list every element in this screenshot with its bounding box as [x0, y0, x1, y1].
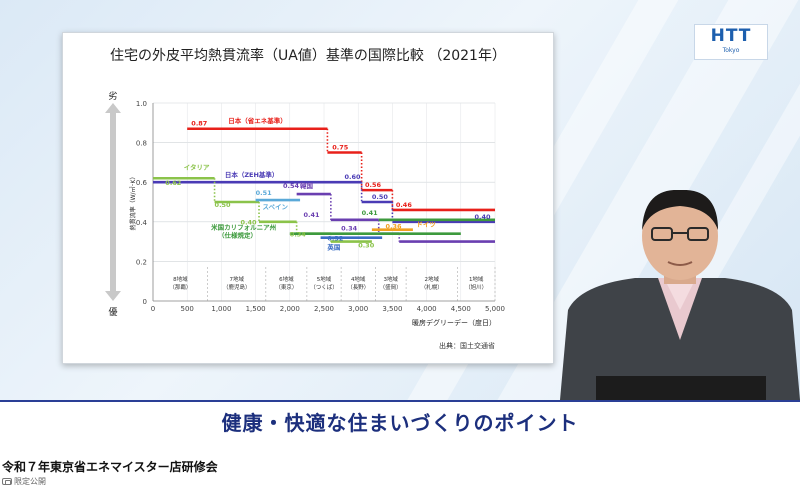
data-label: 0.50 — [215, 201, 232, 209]
y-tick-label: 0.6 — [136, 179, 148, 187]
video-title[interactable]: 令和７年東京省エネマイスター店研修会 — [2, 460, 218, 474]
data-label: 0.32 — [327, 235, 343, 243]
region-label: 1地域 — [469, 275, 484, 283]
link-icon — [2, 478, 12, 485]
region-sub-label: （長野） — [347, 283, 369, 291]
logo-main-text: HTT — [710, 26, 752, 46]
data-label: 韓国 — [300, 181, 314, 190]
y-arrow-down — [105, 291, 121, 301]
y-axis-label: 熱貫流率（W/㎡･K） — [129, 174, 137, 231]
visibility-badge: 限定公開 — [2, 476, 46, 487]
data-label: 0.36 — [386, 223, 403, 231]
x-tick-label: 500 — [181, 305, 194, 313]
data-label: 0.41 — [303, 211, 320, 219]
y-bottom-label: 優 — [108, 306, 117, 318]
x-axis-label: 暖房デグリーデー（度日） — [412, 318, 496, 327]
x-tick-label: 0 — [151, 305, 155, 313]
region-sub-label: （盛岡） — [380, 283, 402, 291]
y-tick-label: 1.0 — [136, 100, 147, 108]
presenter-image — [560, 190, 800, 400]
data-label: 0.40 — [241, 219, 258, 227]
data-label: ドイツ — [416, 221, 436, 229]
x-tick-label: 4,500 — [451, 305, 471, 313]
region-sub-label: （東京） — [275, 283, 297, 291]
region-label: 5地域 — [317, 275, 332, 283]
visibility-label: 限定公開 — [14, 477, 46, 486]
region-sub-label: （つくば） — [310, 283, 338, 291]
x-tick-label: 2,500 — [314, 305, 334, 313]
region-label: 2地域 — [424, 275, 439, 283]
data-label: 0.75 — [332, 144, 349, 152]
video-player[interactable]: 住宅の外皮平均熱貫流率（UA値）基準の国際比較 （2021年） 0 0.2 0.4 0… — [0, 0, 800, 400]
data-label: 0.51 — [256, 189, 273, 197]
data-label: 0.62 — [165, 179, 181, 187]
region-sub-label: （那覇） — [169, 283, 191, 291]
data-label: （仕様規定） — [218, 231, 257, 240]
x-tick-label: 1,500 — [246, 305, 266, 313]
x-tick-label: 4,000 — [417, 305, 437, 313]
data-label: 日本（省エネ基準） — [228, 116, 286, 125]
region-label: 8地域 — [173, 275, 188, 283]
region-sub-label: （旭川） — [465, 283, 487, 291]
data-label: 0.60 — [345, 173, 362, 181]
slide-source: 出典：国土交通省 — [439, 342, 495, 350]
data-label: 0.40 — [474, 213, 491, 221]
region-label: 6地域 — [279, 275, 294, 283]
htt-logo: HTT Tokyo — [694, 24, 768, 60]
presentation-slide: 住宅の外皮平均熱貫流率（UA値）基準の国際比較 （2021年） 0 0.2 0.4 0… — [62, 32, 554, 364]
x-tick-label: 5,000 — [485, 305, 505, 313]
data-label: イタリア — [184, 162, 210, 171]
data-label: 米国カリフォルニア州 — [211, 223, 276, 232]
y-tick-label: 0.2 — [136, 258, 147, 266]
data-label: 0.34 — [341, 225, 358, 233]
region-sub-label: （札幌） — [421, 283, 443, 291]
data-label: 日本（ZEH基準） — [225, 170, 279, 179]
data-label: スペイン — [262, 203, 288, 211]
data-label: 0.50 — [372, 193, 389, 201]
data-label: 0.41 — [362, 209, 379, 217]
x-tick-label: 3,000 — [348, 305, 368, 313]
ua-value-chart: 0 0.2 0.4 0.6 0.8 1.0 0 500 1,000 1,500 2,000 2,500… — [105, 90, 505, 327]
data-label: 0.46 — [396, 201, 413, 209]
data-label: 0.30 — [358, 242, 375, 250]
region-label: 7地域 — [230, 275, 245, 283]
caption-text: 健康・快適な住まいづくりのポイント — [221, 411, 579, 435]
x-tick-label: 2,000 — [280, 305, 300, 313]
y-tick-label: 0.8 — [136, 140, 147, 148]
data-label: 0.54 — [283, 182, 300, 190]
region-sub-label: （鹿児島） — [223, 283, 251, 291]
x-tick-label: 3,500 — [382, 305, 402, 313]
region-label: 4地域 — [351, 275, 366, 283]
y-arrow-up — [105, 103, 121, 113]
caption-bar: 健康・快適な住まいづくりのポイント — [0, 400, 800, 444]
y-top-label: 劣 — [108, 90, 117, 102]
slide-title: 住宅の外皮平均熱貫流率（UA値）基準の国際比較 （2021年） — [110, 48, 506, 64]
y-tick-label: 0 — [143, 298, 147, 306]
data-label: 0.34 — [290, 231, 307, 239]
data-label: 0.56 — [365, 181, 382, 189]
data-label: 英国 — [326, 242, 341, 251]
x-tick-label: 1,000 — [211, 305, 231, 313]
y-tick-label: 0.4 — [136, 219, 148, 227]
region-label: 3地域 — [383, 275, 398, 283]
data-label: 0.87 — [191, 120, 207, 128]
logo-sub-text: Tokyo — [722, 47, 740, 54]
